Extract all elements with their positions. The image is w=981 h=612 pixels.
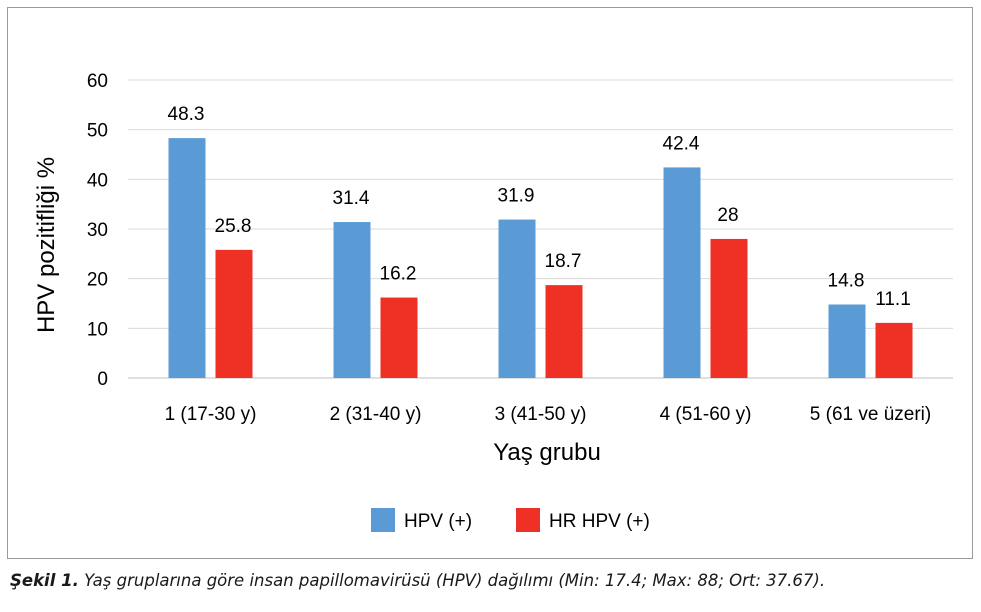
bar: [498, 219, 536, 378]
x-axis-title: Yaş grubu: [493, 439, 601, 466]
y-tick-label: 60: [87, 71, 108, 92]
bar: [333, 222, 371, 378]
caption-text: Yaş gruplarına göre insan papillomavirüs…: [84, 571, 826, 590]
chart-frame: 0 10 20 30 40 50 60 48.3 25.8 31.4 16.2 31.9 18.7 42…: [7, 7, 973, 559]
data-label: 16.2: [380, 264, 417, 285]
bar: [380, 297, 418, 378]
bar: [168, 138, 206, 378]
legend: HPV (+) HR HPV (+): [371, 508, 650, 532]
bar: [710, 238, 748, 378]
bar: [545, 285, 583, 378]
gridlines: [128, 79, 953, 379]
data-labels: 48.3 25.8 31.4 16.2 31.9 18.7 42.4 28 14.8 11.1: [168, 104, 911, 310]
data-label: 42.4: [663, 133, 700, 154]
legend-swatch: [516, 508, 540, 532]
data-label: 28: [717, 205, 738, 226]
caption-label: Şekil 1.: [10, 571, 79, 590]
x-tick-label: 4 (51-60 y): [660, 404, 752, 425]
data-label: 14.8: [828, 270, 865, 291]
x-tick-label: 3 (41-50 y): [495, 404, 587, 425]
legend-label: HPV (+): [404, 511, 472, 532]
legend-swatch: [371, 508, 395, 532]
data-label: 31.9: [498, 186, 535, 207]
y-tick-label: 40: [87, 170, 108, 191]
y-axis-title: HPV pozitifliği %: [33, 157, 60, 333]
data-label: 48.3: [168, 104, 205, 125]
x-tick-label: 2 (31-40 y): [330, 404, 422, 425]
bar: [875, 322, 913, 378]
x-axis-ticks: 1 (17-30 y) 2 (31-40 y) 3 (41-50 y) 4 (51-6…: [165, 404, 932, 425]
x-tick-label: 1 (17-30 y): [165, 404, 257, 425]
bar: [215, 249, 253, 378]
y-tick-label: 20: [87, 270, 108, 291]
x-tick-label: 5 (61 ve üzeri): [810, 404, 931, 425]
y-tick-label: 30: [87, 220, 108, 241]
data-label: 18.7: [545, 251, 582, 272]
data-label: 25.8: [215, 216, 252, 237]
data-label: 11.1: [875, 289, 911, 310]
data-label: 31.4: [333, 188, 370, 209]
bars: [168, 138, 913, 378]
y-tick-label: 10: [87, 319, 108, 340]
y-axis-ticks: 0 10 20 30 40 50 60: [87, 71, 108, 390]
bar: [828, 304, 866, 378]
y-tick-label: 0: [97, 369, 108, 390]
bar: [663, 167, 701, 378]
legend-label: HR HPV (+): [549, 511, 650, 532]
figure-caption: Şekil 1. Yaş gruplarına göre insan papil…: [10, 571, 975, 590]
y-tick-label: 50: [87, 121, 108, 142]
bar-chart: 0 10 20 30 40 50 60 48.3 25.8 31.4 16.2 31.9 18.7 42…: [33, 71, 953, 532]
